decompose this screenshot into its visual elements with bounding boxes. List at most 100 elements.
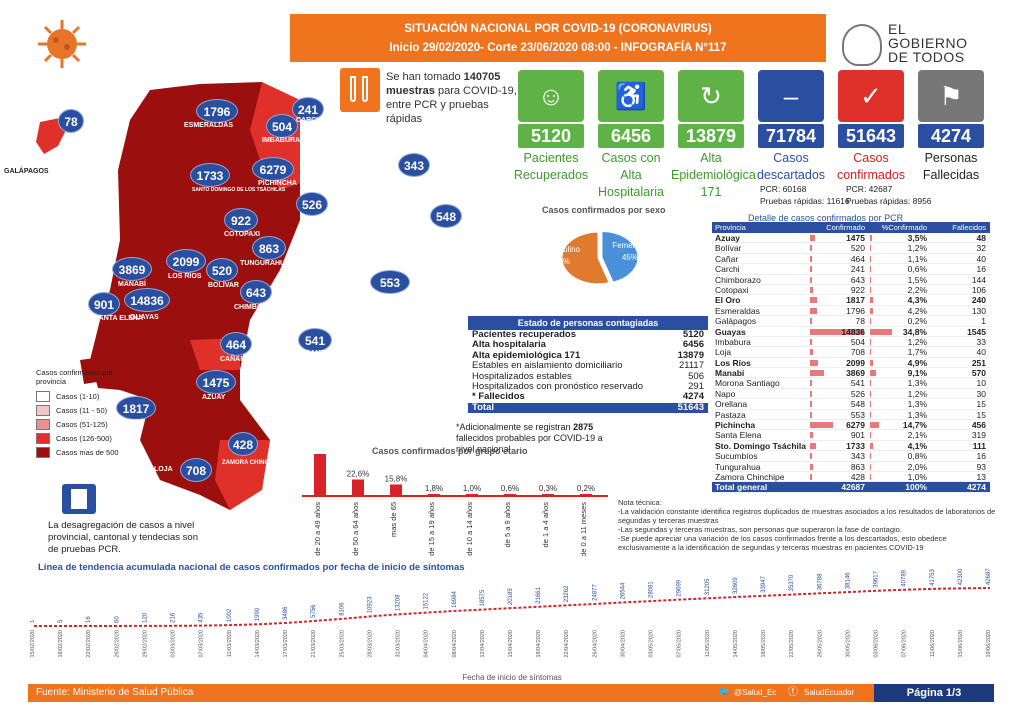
confirmados-detail-rapidas: Pruebas rápidas: 8956 [846, 196, 932, 206]
people-row: Alta epidemiológica 171 13879 [468, 350, 708, 361]
pie-pct-male: 55% [554, 257, 570, 266]
confirmed-bar [810, 245, 812, 252]
province-confirmed: 548 [850, 399, 865, 410]
stat-value: 71784 [758, 124, 824, 148]
province-pct: 4,2% [907, 305, 927, 316]
confirmed-bar [810, 473, 812, 480]
age-category-label: de 10 a 14 años [465, 502, 474, 556]
people-row: Hospitalizados con pronóstico reservado 2… [468, 381, 708, 392]
age-bar [352, 479, 364, 496]
total-pct: 100% [905, 482, 927, 493]
bubble-morona: 541 [298, 328, 332, 352]
province-deaths: 319 [971, 430, 986, 441]
label-canar: CAÑAR [220, 356, 246, 363]
province-deaths: 15 [976, 409, 986, 420]
trend-value-label: 42300 [958, 568, 964, 585]
age-bar [580, 494, 592, 496]
province-pct-cell: 0,2% [868, 316, 930, 326]
province-pct: 2,0% [907, 461, 927, 472]
age-bar-label: 1,8% [425, 484, 443, 493]
province-row: Chimborazo 643 1,5% 144 [712, 275, 990, 285]
stat-value: 13879 [678, 124, 744, 148]
legend-label: Casos mas de 500 [56, 447, 119, 457]
col-provincia: Provincia [715, 223, 746, 232]
province-confirmed-cell: 863 [808, 462, 868, 472]
province-name: Los Ríos [715, 357, 751, 368]
total-label: Total general [715, 482, 768, 493]
province-pct-cell: 4,2% [868, 305, 930, 316]
bubble-imbabura: 504 [266, 114, 298, 138]
age-bar-label: 0,2% [577, 484, 595, 493]
label-manabi: MANABÍ [118, 281, 146, 288]
province-pct-cell: 4,1% [868, 441, 930, 451]
logo-line-2: GOBIERNO [888, 35, 968, 51]
province-confirmed-cell: 708 [808, 347, 868, 357]
province-deaths: 48 [976, 233, 986, 243]
trend-date-label: 26/04/2020 [592, 630, 598, 658]
province-confirmed-cell: 1796 [808, 306, 868, 316]
map-santa-elena [80, 356, 110, 384]
trend-date-label: 29/02/2020 [142, 630, 148, 658]
people-row-value: 506 [688, 370, 704, 382]
descartados-detail-pcr: PCR: 60168 [760, 184, 807, 194]
legend-swatch [36, 390, 50, 402]
pct-bar [870, 297, 873, 304]
bubble-chimborazo: 643 [240, 280, 272, 304]
trend-date-label: 17/03/2020 [283, 630, 289, 658]
trend-date-label: 18/04/2020 [536, 630, 542, 658]
age-bar-label: 0,6% [501, 484, 519, 493]
mourning-ribbon-icon: ⚑ [918, 70, 984, 122]
province-pct: 1,1% [907, 253, 927, 264]
province-pct: 4,3% [907, 295, 927, 306]
province-row: Napo 526 1,2% 30 [712, 388, 990, 400]
province-pct-cell: 1,3% [868, 410, 930, 420]
stat-value: 6456 [598, 124, 664, 148]
samples-text-pre: Se han tomado [386, 71, 464, 83]
province-name: Tungurahua [715, 461, 761, 472]
label-santo-domingo: SANTO DOMINGO DE LOS TSÁCHILAS [192, 187, 286, 193]
trend-date-label: 07/05/2020 [677, 630, 683, 658]
age-bar-chart: 57,6% de 20 a 49 años 22,6% de 50 a 64 años… [302, 452, 608, 556]
confirmados-detail-pcr: PCR: 42687 [846, 184, 893, 194]
label-orellana: ORELLANA [432, 228, 471, 235]
facebook-icon[interactable]: ⓕ [788, 687, 798, 698]
bubble-galapagos: 78 [58, 109, 84, 133]
recovered-icon: ☺ [518, 70, 584, 122]
bubble-azuay: 1475 [196, 370, 236, 394]
col-fallecidos: Fallecidos [952, 223, 986, 232]
label-esmeraldas: ESMERALDAS [184, 122, 234, 129]
legend-item: Casos mas de 500 [36, 445, 136, 459]
trend-date-label: 08/04/2020 [452, 630, 458, 658]
province-pct-cell: 1,2% [868, 243, 930, 253]
twitter-icon[interactable]: 🐦 [718, 687, 731, 698]
trend-date-label: 03/05/2020 [649, 630, 655, 658]
trend-value-label: 16984 [452, 591, 458, 608]
province-deaths: 1545 [967, 326, 986, 337]
confirmed-bar [810, 328, 864, 335]
province-confirmed-cell: 1475 [808, 233, 868, 243]
trend-value-label: 16 [86, 616, 92, 623]
twitter-handle[interactable]: @Salud_Ec [734, 688, 777, 697]
confirmed-bar [810, 297, 817, 304]
pct-bar [870, 235, 873, 241]
province-pct-cell: 1,0% [868, 472, 930, 482]
people-row: * Fallecidos 4274 [468, 392, 708, 403]
province-deaths: 570 [971, 368, 986, 379]
pct-bar [870, 266, 871, 273]
confirmed-bar [810, 359, 818, 366]
label-zamora: ZAMORA CHINCHIPE [222, 460, 283, 466]
province-confirmed-cell: 520 [808, 243, 868, 253]
province-deaths: 30 [976, 388, 986, 399]
province-pct-cell: 4,9% [868, 358, 930, 368]
label-morona: MORONA SANTIAGO [272, 350, 343, 357]
pct-bar [870, 255, 871, 262]
pct-bar [870, 422, 880, 429]
note-line-2: -Las segundas y terceras muestras, son p… [618, 525, 902, 534]
province-name: Loja [715, 347, 732, 358]
col-confirmado: Confirmado [826, 223, 865, 232]
pct-bar [870, 432, 872, 439]
samples-taken-text: Se han tomado 140705 muestras para COVID… [386, 70, 526, 126]
facebook-handle[interactable]: SaludEcuador [804, 688, 855, 697]
province-pct: 9,1% [907, 368, 927, 379]
age-bar [466, 494, 478, 496]
